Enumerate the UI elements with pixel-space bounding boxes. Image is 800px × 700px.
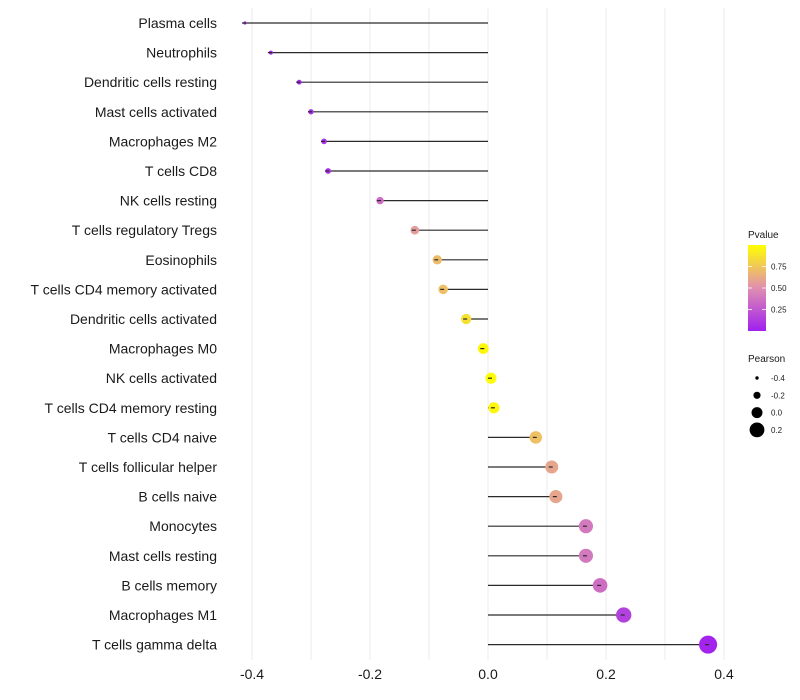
y-axis-label: Macrophages M2 <box>109 133 217 149</box>
y-axis-label: T cells CD4 memory activated <box>31 281 217 297</box>
y-axis-label: NK cells activated <box>106 370 217 386</box>
x-tick-label: 0.0 <box>478 666 498 682</box>
stems <box>244 22 709 646</box>
y-axis-label: T cells CD4 memory resting <box>45 400 217 416</box>
pearson-legend-title: Pearson <box>748 354 785 365</box>
points <box>241 21 718 654</box>
x-tick-label: 0.2 <box>596 666 616 682</box>
size-legend-key <box>755 376 759 380</box>
y-axis-label: Neutrophils <box>146 45 217 61</box>
pearson-legend: Pearson -0.4 -0.2 0.0 0.2 <box>748 354 785 438</box>
y-axis-label: Mast cells resting <box>109 548 217 564</box>
size-legend-label: 0.2 <box>771 426 783 435</box>
gridlines <box>251 8 725 660</box>
y-axis-label: B cells memory <box>121 577 217 593</box>
size-legend-label: -0.4 <box>771 374 785 383</box>
size-legend-key <box>751 407 763 419</box>
y-axis-label: Macrophages M1 <box>109 607 217 623</box>
x-tick-label: 0.4 <box>714 666 734 682</box>
y-axis-label: Monocytes <box>149 518 217 534</box>
y-axis-label: Macrophages M0 <box>109 341 217 357</box>
y-axis-label: T cells follicular helper <box>79 459 218 475</box>
y-axis-label: T cells regulatory Tregs <box>72 222 217 238</box>
pvalue-legend: Pvalue 0.25 0.50 0.75 <box>748 230 787 331</box>
pvalue-legend-title: Pvalue <box>748 230 779 241</box>
y-axis-label: Dendritic cells resting <box>84 74 217 90</box>
y-axis-labels: Plasma cells Neutrophils Dendritic cells r… <box>31 15 218 653</box>
size-legend-label: -0.2 <box>771 391 785 400</box>
y-axis-label: T cells CD4 naive <box>108 429 218 445</box>
x-axis-tick-labels: -0.4 -0.2 0.0 0.2 0.4 <box>240 666 734 682</box>
colorbar-tick-label: 0.75 <box>771 263 787 272</box>
x-tick-label: -0.4 <box>240 666 264 682</box>
size-legend-key <box>753 391 761 399</box>
colorbar-tick-label: 0.50 <box>771 284 787 293</box>
y-axis-label: NK cells resting <box>120 193 217 209</box>
y-axis-label: B cells naive <box>138 489 217 505</box>
colorbar-tick-label: 0.25 <box>771 306 787 315</box>
y-axis-label: T cells CD8 <box>145 163 217 179</box>
size-legend-key <box>749 422 765 438</box>
size-legend-label: 0.0 <box>771 409 783 418</box>
y-axis-label: Mast cells activated <box>95 104 217 120</box>
y-axis-label: T cells gamma delta <box>92 637 217 653</box>
x-tick-label: -0.2 <box>358 666 382 682</box>
y-axis-label: Dendritic cells activated <box>70 311 217 327</box>
pvalue-colorbar <box>748 245 766 331</box>
y-axis-label: Eosinophils <box>145 252 217 268</box>
y-axis-label: Plasma cells <box>138 15 217 31</box>
